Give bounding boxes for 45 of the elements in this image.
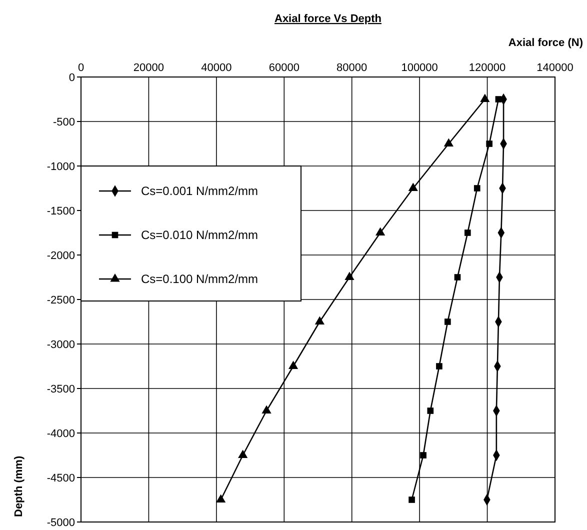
x-tick-label: 140000 bbox=[536, 62, 574, 74]
point bbox=[495, 96, 502, 102]
point bbox=[262, 405, 272, 414]
y-tick-label: -2500 bbox=[46, 294, 75, 306]
point bbox=[216, 494, 226, 503]
point bbox=[408, 496, 415, 503]
point bbox=[420, 452, 426, 458]
legend-label: Cs=0.010 N/mm2/mm bbox=[141, 228, 258, 242]
point bbox=[408, 182, 418, 192]
point bbox=[480, 94, 490, 102]
point bbox=[444, 318, 451, 325]
point bbox=[314, 316, 324, 325]
point bbox=[427, 408, 434, 414]
point bbox=[486, 140, 492, 147]
y-tick-label: -1500 bbox=[46, 206, 75, 218]
y-axis-title: Depth (mm) bbox=[13, 456, 25, 517]
y-tick-label: -3000 bbox=[46, 339, 75, 351]
x-tick-label: 0 bbox=[78, 62, 84, 74]
x-tick-label: 60000 bbox=[268, 62, 300, 74]
y-tick-label: -4500 bbox=[46, 472, 75, 484]
point bbox=[454, 274, 461, 280]
x-axis-title: Axial force (N) bbox=[508, 37, 584, 49]
point bbox=[238, 450, 248, 458]
x-tick-label: 40000 bbox=[201, 62, 232, 74]
legend-label: Cs=0.001 N/mm2/mm bbox=[141, 184, 258, 198]
y-tick-label: -5000 bbox=[46, 517, 75, 529]
point bbox=[288, 360, 298, 370]
y-tick-label: -2000 bbox=[46, 250, 75, 262]
point bbox=[464, 230, 471, 236]
y-tick-label: -3500 bbox=[46, 384, 75, 396]
y-tick-label: -4000 bbox=[46, 428, 75, 440]
y-tick-label: 0 bbox=[68, 72, 75, 84]
x-tick-label: 100000 bbox=[401, 62, 438, 74]
chart-title: Axial force Vs Depth bbox=[274, 13, 382, 25]
x-tick-label: 120000 bbox=[468, 62, 506, 74]
point bbox=[474, 185, 480, 192]
point bbox=[436, 363, 442, 370]
legend-label: Cs=0.100 N/mm2/mm bbox=[141, 272, 258, 286]
point bbox=[344, 272, 354, 280]
x-tick-label: 20000 bbox=[133, 62, 164, 74]
y-tick-label: -1000 bbox=[46, 161, 75, 173]
y-tick-label: -500 bbox=[52, 116, 75, 128]
point bbox=[375, 227, 386, 236]
x-tick-label: 80000 bbox=[336, 62, 368, 74]
point bbox=[444, 138, 454, 147]
